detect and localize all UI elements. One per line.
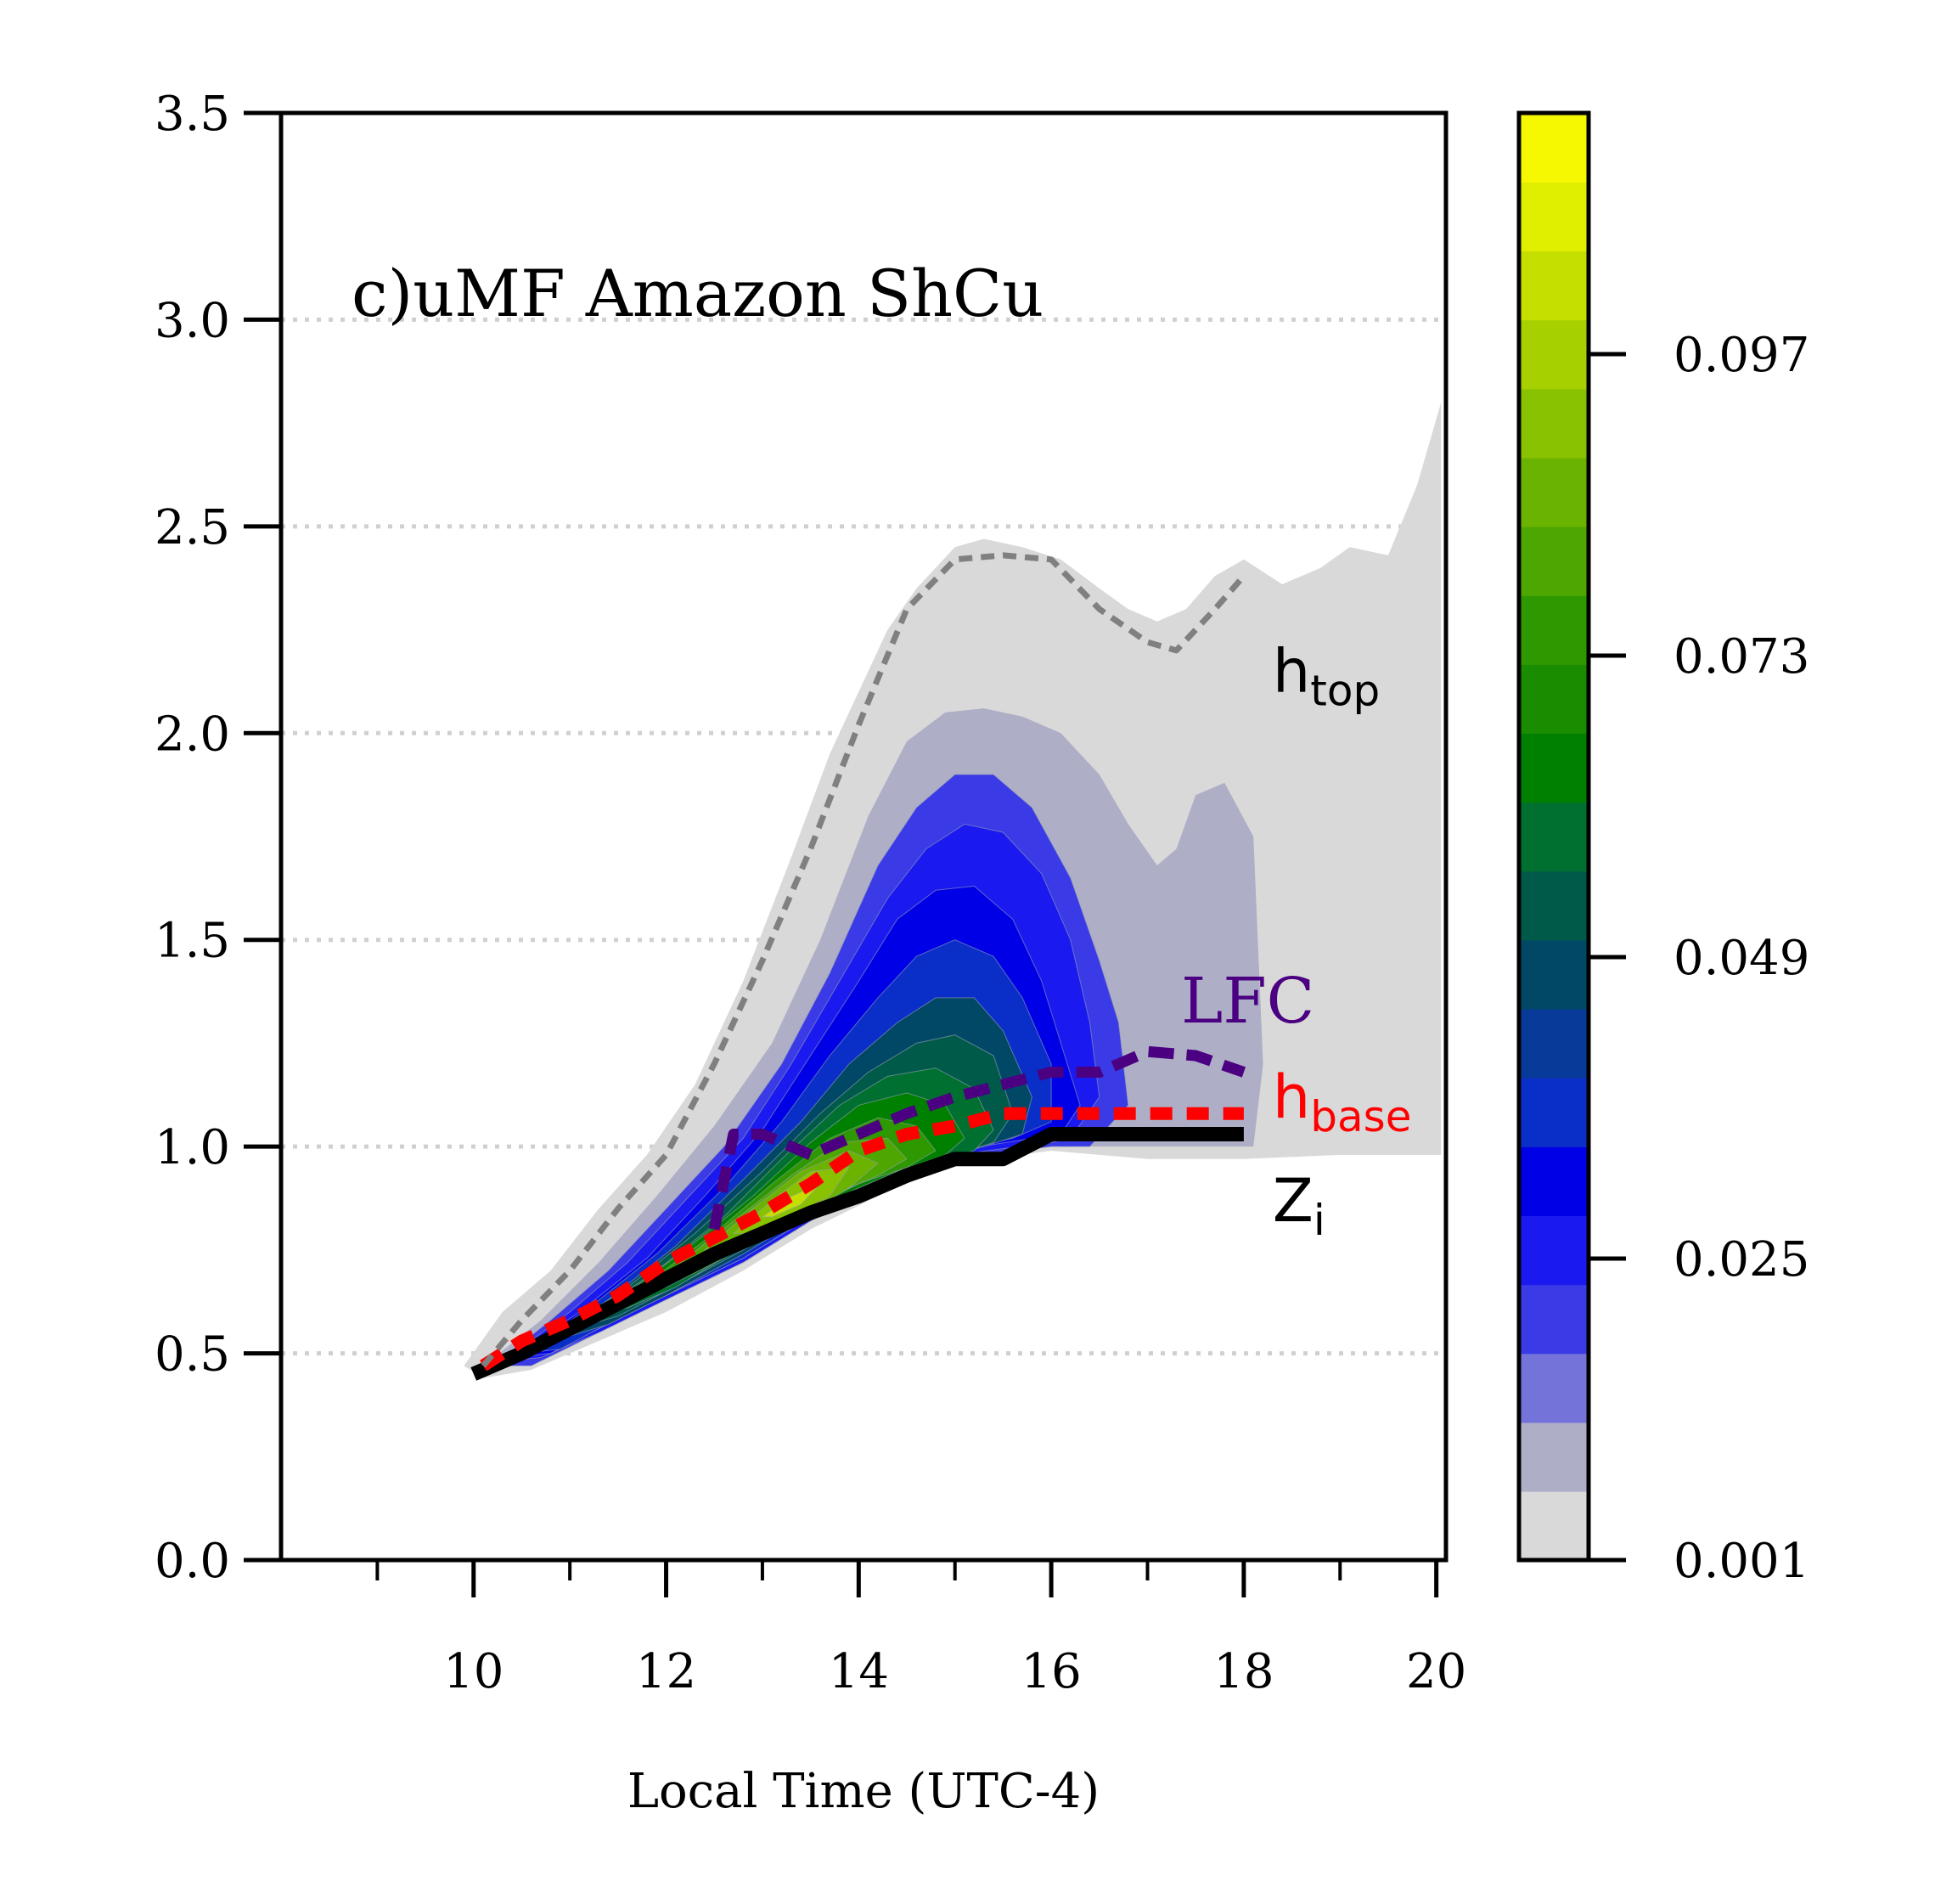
colorbar-swatch-10: [1519, 802, 1589, 872]
panel-label: c)uMF Amazon ShCu: [352, 256, 1044, 331]
colorbar-tick-label-0-025: 0.025: [1674, 1232, 1809, 1287]
x-tick-label-16: 16: [1021, 1644, 1081, 1699]
colorbar-swatch-12: [1519, 664, 1589, 734]
colorbar-swatch-5: [1519, 1146, 1589, 1216]
line-label-z-i: Zi: [1273, 1166, 1325, 1245]
y-tick-label-0-0: 0.0: [155, 1534, 230, 1589]
colorbar-swatch-19: [1519, 182, 1589, 251]
y-tick-label-1-0: 1.0: [155, 1120, 230, 1175]
colorbar-swatch-20: [1519, 113, 1589, 183]
colorbar: 0.001 0.025 0.049 0.073 0.097: [1516, 110, 1809, 1589]
x-tick-label-18: 18: [1213, 1644, 1274, 1699]
colorbar-tick-label-0-073: 0.073: [1674, 629, 1809, 684]
line-label-h-top: htop: [1273, 637, 1380, 716]
line-labels: htop LFC hbase Zi: [1181, 637, 1411, 1245]
colorbar-swatch-14: [1519, 526, 1589, 596]
colorbar-swatch-4: [1519, 1215, 1589, 1286]
y-tick-label-3-0: 3.0: [155, 293, 230, 348]
axes: 0.0 0.5 1.0 1.5 2.0 2.5 3.0 3.5 10 12 14 16 18 20: [155, 87, 1466, 1699]
line-label-lfc: LFC: [1181, 965, 1314, 1038]
series-line-lfc: [708, 1045, 1246, 1231]
y-tick-label-2-5: 2.5: [155, 500, 230, 555]
colorbar-ticks: 0.001 0.025 0.049 0.073 0.097: [1589, 328, 1809, 1589]
x-tick-label-12: 12: [636, 1644, 696, 1699]
series-line-h-top: [481, 552, 1246, 1368]
colorbar-swatch-17: [1519, 319, 1589, 390]
y-tick-label-1-5: 1.5: [155, 914, 230, 969]
colorbar-swatch-2: [1519, 1353, 1589, 1423]
colorbar-tick-label-0-001: 0.001: [1674, 1534, 1809, 1589]
series-line-z-i: [470, 1127, 1244, 1381]
colorbar-swatch-3: [1519, 1284, 1589, 1355]
colorbar-swatch-8: [1519, 939, 1589, 1010]
series-lines: [470, 552, 1246, 1381]
line-label-h-base: hbase: [1273, 1062, 1412, 1141]
series-line-h-base: [480, 1107, 1244, 1372]
colorbar-swatch-1: [1519, 1422, 1589, 1492]
plot-frame: [278, 110, 1449, 1563]
x-tick-label-14: 14: [829, 1644, 889, 1699]
colorbar-swatch-7: [1519, 1008, 1589, 1079]
colorbar-tick-label-0-049: 0.049: [1674, 931, 1809, 986]
colorbar-frame: [1516, 110, 1591, 1563]
y-tick-label-3-5: 3.5: [155, 87, 230, 142]
colorbar-swatches: [1519, 113, 1589, 1561]
colorbar-swatch-6: [1519, 1078, 1589, 1147]
colorbar-swatch-0: [1519, 1490, 1589, 1561]
colorbar-swatch-11: [1519, 733, 1589, 803]
x-tick-label-20: 20: [1406, 1644, 1466, 1699]
y-tick-label-0-5: 0.5: [155, 1327, 230, 1383]
colorbar-swatch-15: [1519, 457, 1589, 527]
colorbar-swatch-16: [1519, 388, 1589, 459]
y-tick-label-2-0: 2.0: [155, 707, 230, 762]
colorbar-swatch-9: [1519, 870, 1589, 941]
colorbar-swatch-13: [1519, 595, 1589, 665]
plot-area: [278, 110, 1449, 1563]
x-axis-label: Local Time (UTC-4): [627, 1764, 1100, 1819]
colorbar-tick-label-0-097: 0.097: [1674, 328, 1809, 383]
x-tick-label-10: 10: [443, 1644, 503, 1699]
colorbar-swatch-18: [1519, 251, 1589, 321]
